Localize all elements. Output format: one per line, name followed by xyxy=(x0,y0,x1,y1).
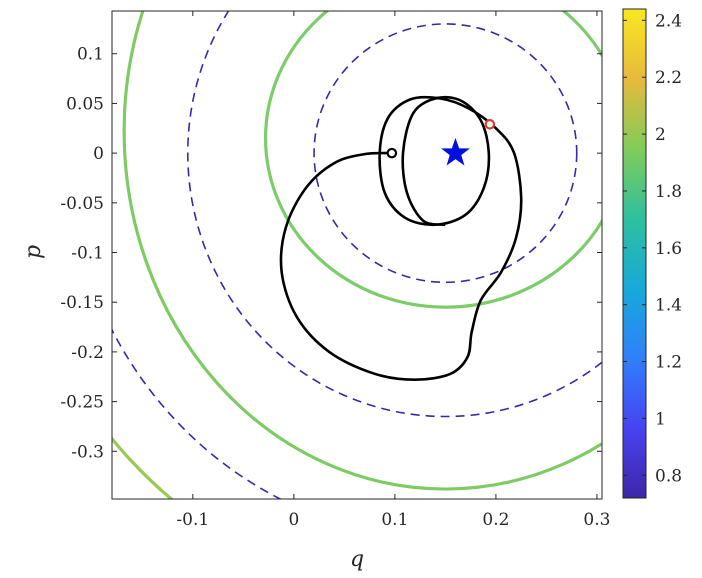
colorbar-tick-label: 1.2 xyxy=(655,353,682,373)
y-tick-label: -0.25 xyxy=(60,393,104,413)
plot-frame xyxy=(111,10,603,500)
colorbar-tick-label: 1 xyxy=(655,409,666,429)
colorbar-tick-label: 2 xyxy=(655,125,666,145)
trajectory-line xyxy=(279,95,523,381)
colorbar-gradient xyxy=(622,8,647,499)
dashed-contour-1 xyxy=(313,23,578,284)
colorbar: 0.8 1 1.2 1.4 1.6 1.8 2 2.2 2.4 xyxy=(622,8,682,499)
y-tick-label: -0.05 xyxy=(60,194,104,214)
x-tick-label: -0.1 xyxy=(176,510,209,530)
colorbar-tick-label: 1.4 xyxy=(655,296,682,316)
colorbar-tick-label: 0.8 xyxy=(655,466,682,486)
y-tick-label: 0.1 xyxy=(77,45,104,65)
y-tick-label: -0.2 xyxy=(71,343,104,363)
end-marker xyxy=(484,119,496,130)
solid-contour-1 xyxy=(264,11,602,309)
dashed-contour-2 xyxy=(187,11,602,418)
x-tick-label: 0 xyxy=(288,510,299,530)
x-tick-label: 0.2 xyxy=(482,510,509,530)
y-axis-label: p xyxy=(21,245,46,259)
start-marker xyxy=(386,147,398,159)
colorbar-tick-label: 1.8 xyxy=(655,182,682,202)
colorbar-tick-label: 1.6 xyxy=(655,239,682,259)
y-tick-label: -0.15 xyxy=(60,293,104,313)
equilibrium-star-marker xyxy=(441,137,470,166)
plot-background xyxy=(112,11,602,499)
x-tick-label: 0.1 xyxy=(381,510,408,530)
colorbar-tick-label: 2.4 xyxy=(655,11,682,31)
colorbar-tick-label: 2.2 xyxy=(655,68,682,88)
y-tick-label: -0.1 xyxy=(71,244,104,264)
y-tick-label: -0.3 xyxy=(71,442,104,462)
x-axis-label: q xyxy=(350,547,364,572)
y-tick-label: 0.05 xyxy=(66,94,104,114)
x-tick-label: 0.3 xyxy=(583,510,610,530)
y-tick-label: 0 xyxy=(93,144,104,164)
solid-contour-2 xyxy=(122,11,602,491)
